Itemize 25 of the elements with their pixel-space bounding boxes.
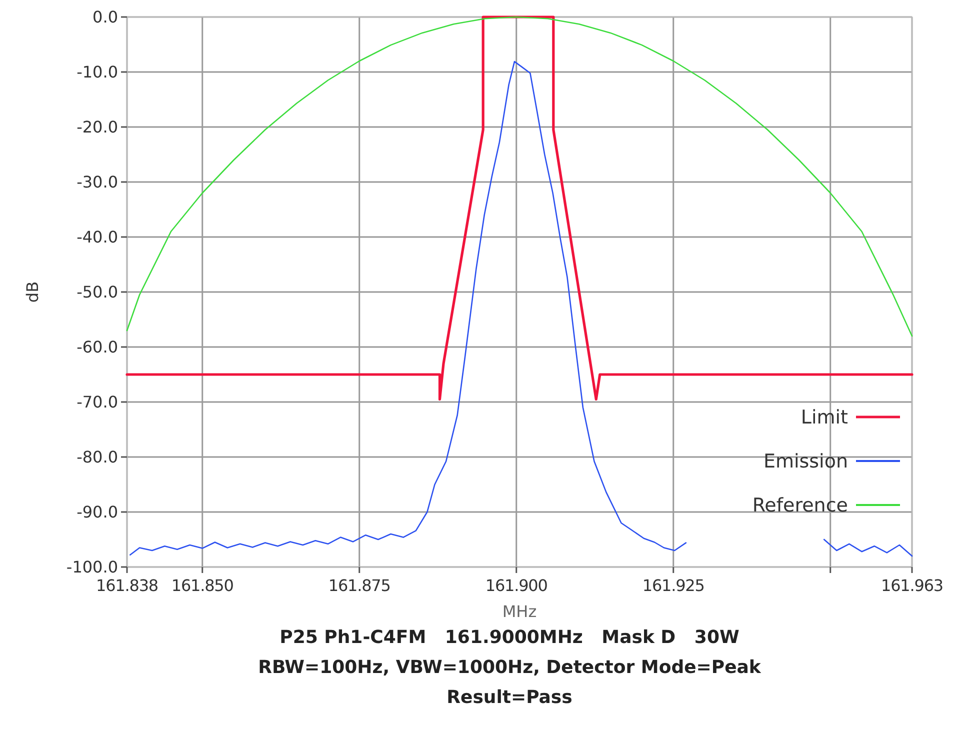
y-tick-label: -50.0 xyxy=(76,282,118,302)
x-tick-label: 161.900 xyxy=(485,576,548,595)
y-tick-label: -40.0 xyxy=(76,228,118,247)
x-axis-title: MHz xyxy=(502,602,537,621)
x-tick-label: 161.838 xyxy=(96,576,158,595)
legend-label: Emission xyxy=(763,450,848,473)
y-tick-label: -30.0 xyxy=(76,172,118,192)
y-tick-label: -80.0 xyxy=(76,448,118,467)
y-tick-label: -70.0 xyxy=(76,392,118,412)
x-tick-label: 161.963 xyxy=(881,576,943,595)
text: Result=Pass xyxy=(446,687,572,708)
legend-label: Reference xyxy=(752,494,848,517)
legend-label: Limit xyxy=(800,406,848,429)
y-tick-label: -10.0 xyxy=(76,62,118,82)
text: RBW=100Hz, VBW=1000Hz, Detector Mode=Peak xyxy=(258,657,762,678)
x-tick-label: 161.850 xyxy=(171,576,234,595)
y-tick-label: -60.0 xyxy=(76,338,118,357)
y-tick-label: 0.0 xyxy=(92,8,118,27)
y-tick-label: -90.0 xyxy=(76,502,118,522)
y-tick-label: -100.0 xyxy=(66,558,118,577)
x-tick-label: 161.875 xyxy=(328,576,390,595)
x-tick-label: 161.925 xyxy=(642,576,704,595)
y-axis-title: dB xyxy=(23,281,42,303)
text: P25 Ph1-C4FM 161.9000MHz Mask D 30W xyxy=(280,627,740,648)
y-tick-label: -20.0 xyxy=(76,118,118,137)
